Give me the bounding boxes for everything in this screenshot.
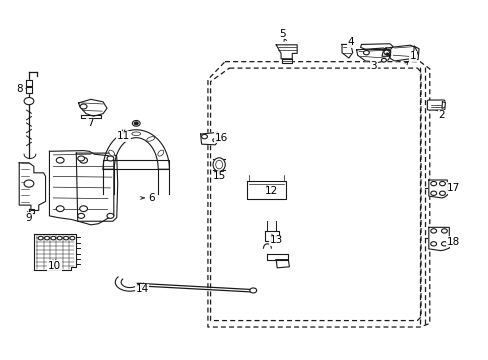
Polygon shape — [276, 260, 289, 268]
Text: 3: 3 — [369, 61, 376, 71]
FancyBboxPatch shape — [427, 100, 444, 110]
Circle shape — [57, 236, 62, 240]
Polygon shape — [79, 99, 107, 116]
Circle shape — [363, 50, 368, 55]
Polygon shape — [19, 163, 45, 211]
Circle shape — [212, 138, 217, 142]
Polygon shape — [81, 116, 101, 118]
Polygon shape — [26, 87, 32, 93]
Circle shape — [107, 213, 114, 219]
Polygon shape — [360, 44, 392, 50]
Circle shape — [385, 53, 388, 55]
Polygon shape — [428, 227, 448, 251]
Polygon shape — [385, 45, 417, 61]
Ellipse shape — [108, 150, 114, 156]
Polygon shape — [103, 130, 169, 169]
Text: 18: 18 — [446, 237, 459, 247]
Text: 7: 7 — [86, 118, 93, 128]
Circle shape — [430, 229, 436, 233]
Circle shape — [439, 181, 445, 186]
Ellipse shape — [132, 132, 141, 135]
Polygon shape — [356, 48, 390, 62]
Circle shape — [24, 98, 34, 105]
Polygon shape — [441, 102, 445, 108]
Polygon shape — [34, 234, 76, 270]
Polygon shape — [412, 46, 418, 60]
Circle shape — [70, 236, 75, 240]
Text: 5: 5 — [279, 29, 285, 39]
Text: 15: 15 — [212, 171, 225, 181]
Circle shape — [44, 236, 49, 240]
Circle shape — [134, 122, 138, 125]
Polygon shape — [381, 50, 390, 56]
Circle shape — [383, 50, 390, 55]
Ellipse shape — [213, 158, 225, 171]
Polygon shape — [103, 160, 169, 169]
Circle shape — [63, 236, 68, 240]
Circle shape — [56, 206, 64, 212]
Polygon shape — [281, 59, 291, 63]
Text: 9: 9 — [25, 213, 32, 222]
Circle shape — [430, 191, 436, 195]
Polygon shape — [341, 44, 352, 58]
Polygon shape — [428, 180, 447, 198]
Circle shape — [56, 157, 64, 163]
Polygon shape — [29, 210, 34, 213]
Polygon shape — [26, 80, 32, 86]
Circle shape — [80, 157, 87, 163]
Text: 8: 8 — [16, 84, 22, 94]
Circle shape — [439, 191, 445, 195]
Circle shape — [381, 58, 386, 62]
Text: 6: 6 — [148, 193, 155, 203]
Circle shape — [107, 156, 114, 161]
Ellipse shape — [118, 137, 125, 141]
Circle shape — [201, 134, 207, 139]
Polygon shape — [246, 181, 285, 199]
Circle shape — [78, 156, 84, 161]
Circle shape — [78, 213, 84, 219]
Circle shape — [24, 180, 34, 187]
Text: 13: 13 — [269, 235, 282, 245]
Polygon shape — [49, 150, 114, 225]
Circle shape — [441, 242, 447, 246]
Text: 1: 1 — [408, 51, 415, 61]
Polygon shape — [276, 45, 297, 59]
Circle shape — [430, 181, 436, 186]
Polygon shape — [267, 253, 288, 260]
Text: 11: 11 — [117, 131, 130, 141]
Circle shape — [132, 121, 140, 126]
Circle shape — [80, 104, 87, 109]
Polygon shape — [200, 132, 219, 145]
Text: 4: 4 — [347, 37, 353, 47]
Text: 17: 17 — [446, 183, 459, 193]
Circle shape — [249, 288, 256, 293]
Text: 2: 2 — [438, 111, 445, 121]
Ellipse shape — [158, 150, 163, 156]
Circle shape — [80, 206, 87, 212]
Circle shape — [38, 236, 43, 240]
Ellipse shape — [146, 137, 154, 141]
Polygon shape — [264, 231, 278, 241]
Text: 10: 10 — [48, 261, 61, 271]
Text: 16: 16 — [214, 133, 227, 143]
Polygon shape — [76, 153, 118, 221]
Text: 12: 12 — [264, 186, 277, 197]
Circle shape — [441, 229, 447, 233]
Text: 14: 14 — [135, 284, 148, 294]
Polygon shape — [115, 277, 142, 291]
Circle shape — [430, 242, 436, 246]
Circle shape — [51, 236, 56, 240]
